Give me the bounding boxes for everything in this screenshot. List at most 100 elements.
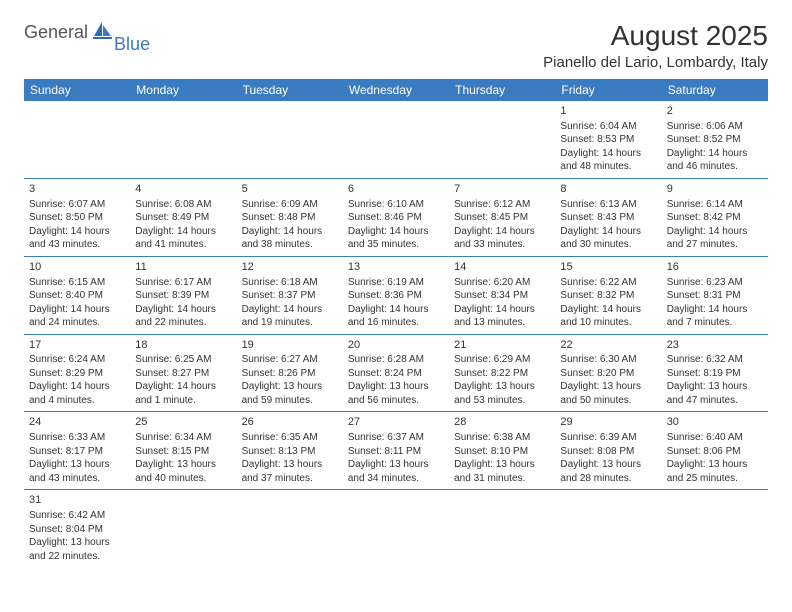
day-number: 5 — [242, 182, 338, 197]
daylight-text-2: and 34 minutes. — [348, 472, 444, 486]
day-number: 10 — [29, 260, 125, 275]
daylight-text-1: Daylight: 13 hours — [454, 458, 550, 472]
day-number: 27 — [348, 415, 444, 430]
sunrise-text: Sunrise: 6:38 AM — [454, 431, 550, 445]
sunrise-text: Sunrise: 6:40 AM — [667, 431, 763, 445]
calendar-cell: 14Sunrise: 6:20 AMSunset: 8:34 PMDayligh… — [449, 256, 555, 334]
calendar-cell: 17Sunrise: 6:24 AMSunset: 8:29 PMDayligh… — [24, 334, 130, 412]
daylight-text-1: Daylight: 14 hours — [560, 147, 656, 161]
sunset-text: Sunset: 8:39 PM — [135, 289, 231, 303]
day-number: 17 — [29, 338, 125, 353]
sunrise-text: Sunrise: 6:35 AM — [242, 431, 338, 445]
sunrise-text: Sunrise: 6:39 AM — [560, 431, 656, 445]
daylight-text-2: and 13 minutes. — [454, 316, 550, 330]
daylight-text-2: and 24 minutes. — [29, 316, 125, 330]
daylight-text-2: and 1 minute. — [135, 394, 231, 408]
daylight-text-2: and 59 minutes. — [242, 394, 338, 408]
day-number: 3 — [29, 182, 125, 197]
daylight-text-2: and 53 minutes. — [454, 394, 550, 408]
daylight-text-1: Daylight: 14 hours — [29, 225, 125, 239]
calendar-cell: 27Sunrise: 6:37 AMSunset: 8:11 PMDayligh… — [343, 412, 449, 490]
calendar-cell: 3Sunrise: 6:07 AMSunset: 8:50 PMDaylight… — [24, 178, 130, 256]
daylight-text-1: Daylight: 13 hours — [29, 536, 125, 550]
day-number: 1 — [560, 104, 656, 119]
sunrise-text: Sunrise: 6:13 AM — [560, 198, 656, 212]
day-number: 31 — [29, 493, 125, 508]
sunset-text: Sunset: 8:42 PM — [667, 211, 763, 225]
calendar-row: 31Sunrise: 6:42 AMSunset: 8:04 PMDayligh… — [24, 490, 768, 567]
calendar-table: Sunday Monday Tuesday Wednesday Thursday… — [24, 79, 768, 567]
day-number: 25 — [135, 415, 231, 430]
calendar-cell: 19Sunrise: 6:27 AMSunset: 8:26 PMDayligh… — [237, 334, 343, 412]
calendar-row: 1Sunrise: 6:04 AMSunset: 8:53 PMDaylight… — [24, 101, 768, 178]
sunset-text: Sunset: 8:46 PM — [348, 211, 444, 225]
day-header: Saturday — [662, 79, 768, 101]
day-number: 14 — [454, 260, 550, 275]
daylight-text-2: and 22 minutes. — [135, 316, 231, 330]
daylight-text-2: and 19 minutes. — [242, 316, 338, 330]
logo-sail-icon — [92, 20, 114, 45]
calendar-cell: 24Sunrise: 6:33 AMSunset: 8:17 PMDayligh… — [24, 412, 130, 490]
calendar-cell: 12Sunrise: 6:18 AMSunset: 8:37 PMDayligh… — [237, 256, 343, 334]
sunrise-text: Sunrise: 6:25 AM — [135, 353, 231, 367]
calendar-cell — [449, 101, 555, 178]
sunrise-text: Sunrise: 6:33 AM — [29, 431, 125, 445]
sunset-text: Sunset: 8:48 PM — [242, 211, 338, 225]
day-number: 26 — [242, 415, 338, 430]
sunset-text: Sunset: 8:31 PM — [667, 289, 763, 303]
calendar-cell: 30Sunrise: 6:40 AMSunset: 8:06 PMDayligh… — [662, 412, 768, 490]
daylight-text-1: Daylight: 14 hours — [667, 303, 763, 317]
sunset-text: Sunset: 8:43 PM — [560, 211, 656, 225]
daylight-text-2: and 47 minutes. — [667, 394, 763, 408]
sunset-text: Sunset: 8:04 PM — [29, 523, 125, 537]
day-header: Friday — [555, 79, 661, 101]
calendar-cell: 28Sunrise: 6:38 AMSunset: 8:10 PMDayligh… — [449, 412, 555, 490]
sunrise-text: Sunrise: 6:29 AM — [454, 353, 550, 367]
calendar-cell: 20Sunrise: 6:28 AMSunset: 8:24 PMDayligh… — [343, 334, 449, 412]
daylight-text-1: Daylight: 14 hours — [348, 303, 444, 317]
calendar-cell: 8Sunrise: 6:13 AMSunset: 8:43 PMDaylight… — [555, 178, 661, 256]
daylight-text-2: and 43 minutes. — [29, 238, 125, 252]
calendar-row: 17Sunrise: 6:24 AMSunset: 8:29 PMDayligh… — [24, 334, 768, 412]
calendar-cell — [237, 101, 343, 178]
sunset-text: Sunset: 8:20 PM — [560, 367, 656, 381]
daylight-text-1: Daylight: 13 hours — [560, 380, 656, 394]
day-header: Thursday — [449, 79, 555, 101]
calendar-cell: 2Sunrise: 6:06 AMSunset: 8:52 PMDaylight… — [662, 101, 768, 178]
daylight-text-2: and 46 minutes. — [667, 160, 763, 174]
daylight-text-1: Daylight: 13 hours — [29, 458, 125, 472]
daylight-text-1: Daylight: 13 hours — [454, 380, 550, 394]
day-number: 7 — [454, 182, 550, 197]
sunset-text: Sunset: 8:50 PM — [29, 211, 125, 225]
daylight-text-1: Daylight: 13 hours — [560, 458, 656, 472]
calendar-cell: 23Sunrise: 6:32 AMSunset: 8:19 PMDayligh… — [662, 334, 768, 412]
calendar-cell: 9Sunrise: 6:14 AMSunset: 8:42 PMDaylight… — [662, 178, 768, 256]
daylight-text-2: and 4 minutes. — [29, 394, 125, 408]
calendar-cell — [555, 490, 661, 567]
daylight-text-2: and 27 minutes. — [667, 238, 763, 252]
daylight-text-1: Daylight: 14 hours — [667, 147, 763, 161]
sunset-text: Sunset: 8:52 PM — [667, 133, 763, 147]
day-number: 28 — [454, 415, 550, 430]
daylight-text-2: and 56 minutes. — [348, 394, 444, 408]
daylight-text-2: and 38 minutes. — [242, 238, 338, 252]
sunset-text: Sunset: 8:40 PM — [29, 289, 125, 303]
sunset-text: Sunset: 8:53 PM — [560, 133, 656, 147]
logo: General Blue — [24, 20, 152, 45]
calendar-cell — [237, 490, 343, 567]
sunset-text: Sunset: 8:34 PM — [454, 289, 550, 303]
calendar-cell: 13Sunrise: 6:19 AMSunset: 8:36 PMDayligh… — [343, 256, 449, 334]
daylight-text-1: Daylight: 13 hours — [348, 458, 444, 472]
daylight-text-2: and 50 minutes. — [560, 394, 656, 408]
daylight-text-1: Daylight: 13 hours — [242, 380, 338, 394]
sunset-text: Sunset: 8:26 PM — [242, 367, 338, 381]
calendar-cell: 5Sunrise: 6:09 AMSunset: 8:48 PMDaylight… — [237, 178, 343, 256]
day-header: Tuesday — [237, 79, 343, 101]
calendar-cell — [662, 490, 768, 567]
daylight-text-1: Daylight: 14 hours — [135, 225, 231, 239]
daylight-text-1: Daylight: 13 hours — [667, 458, 763, 472]
sunrise-text: Sunrise: 6:18 AM — [242, 276, 338, 290]
day-number: 9 — [667, 182, 763, 197]
sunrise-text: Sunrise: 6:23 AM — [667, 276, 763, 290]
calendar-cell — [343, 101, 449, 178]
